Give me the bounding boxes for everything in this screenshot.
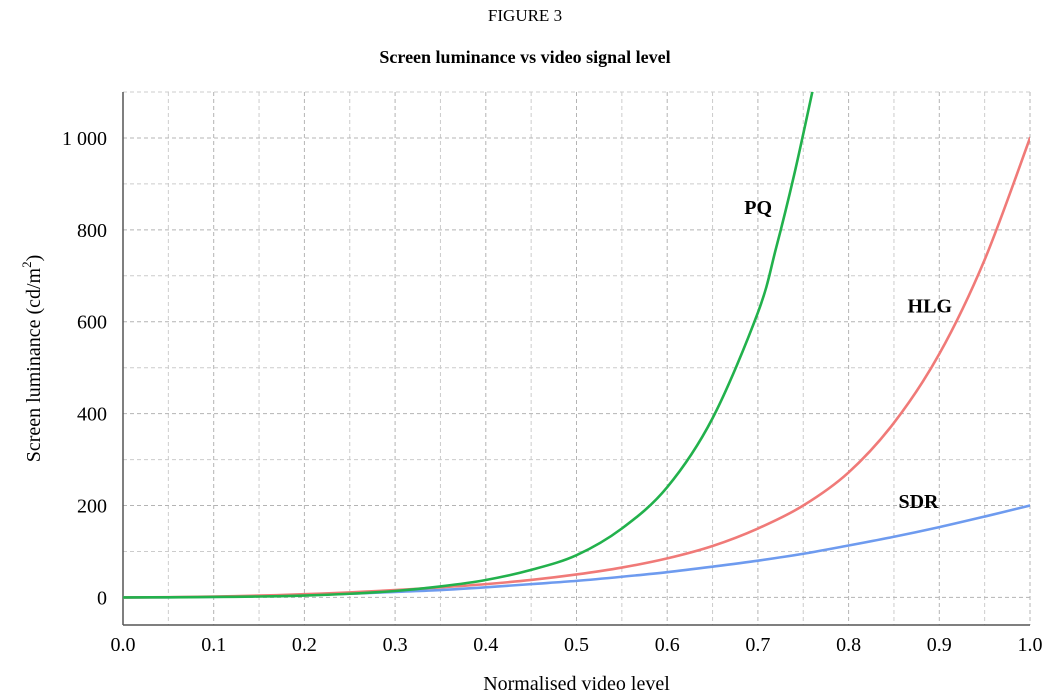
x-tick-label: 0.6 bbox=[655, 634, 680, 656]
y-axis-title: Screen luminance (cd/m2) bbox=[19, 255, 45, 463]
x-tick-label: 0.5 bbox=[564, 634, 589, 656]
x-tick-label: 0.8 bbox=[836, 634, 861, 656]
x-axis-title: Normalised video level bbox=[483, 673, 670, 695]
x-tick-label: 0.0 bbox=[111, 634, 136, 656]
figure-number: FIGURE 3 bbox=[487, 6, 563, 25]
x-tick-label: 0.9 bbox=[927, 634, 952, 656]
y-tick-label: 200 bbox=[77, 496, 107, 518]
y-tick-label: 0 bbox=[97, 587, 107, 609]
series-line-pq bbox=[123, 92, 814, 599]
y-tick-label: 800 bbox=[77, 220, 107, 242]
series-label-pq: PQ bbox=[744, 197, 772, 219]
x-tick-label: 0.1 bbox=[201, 634, 226, 656]
y-axis-title-close: ) bbox=[23, 255, 45, 262]
series-labels: PQ HLG SDR bbox=[744, 197, 952, 513]
y-tick-label: 400 bbox=[77, 404, 107, 426]
axes: 0.0 0.1 0.2 0.3 0.4 0.5 0.6 0.7 0.8 0.9 1.0 0 200 400… bbox=[62, 92, 1043, 656]
x-tick-label: 0.7 bbox=[745, 634, 770, 656]
y-tick-label: 600 bbox=[77, 312, 107, 334]
series-lines bbox=[123, 92, 1030, 599]
figure-title: Screen luminance vs video signal level bbox=[379, 47, 671, 67]
x-tick-label: 1.0 bbox=[1018, 634, 1043, 656]
y-axis-title-superscript: 2 bbox=[19, 261, 34, 268]
y-tick-label: 1 000 bbox=[62, 128, 107, 150]
series-label-sdr: SDR bbox=[898, 491, 939, 513]
x-tick-label: 0.2 bbox=[292, 634, 317, 656]
x-tick-label: 0.3 bbox=[383, 634, 408, 656]
x-tick-label: 0.4 bbox=[473, 634, 498, 656]
series-label-hlg: HLG bbox=[908, 296, 953, 318]
y-axis-title-main: Screen luminance (cd/m bbox=[23, 267, 45, 462]
grid bbox=[123, 91, 1031, 625]
